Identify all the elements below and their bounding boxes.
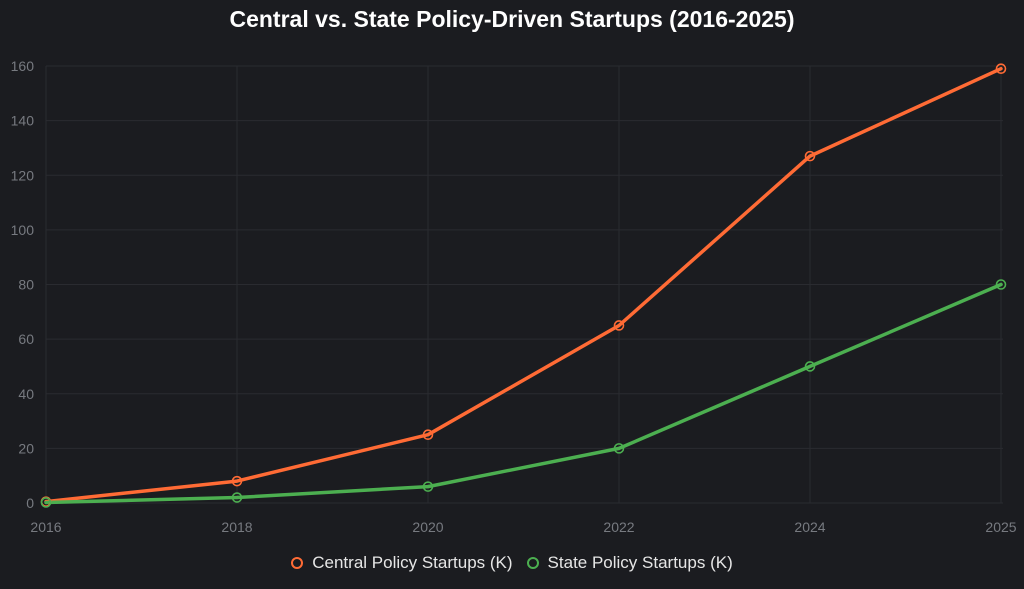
data-point[interactable] [231, 475, 243, 487]
data-point[interactable] [995, 279, 1007, 290]
x-tick-label: 2022 [603, 519, 634, 535]
y-tick-label: 20 [18, 440, 34, 456]
y-tick-label: 40 [18, 386, 34, 402]
y-tick-label: 100 [11, 222, 35, 238]
legend-swatch-state [526, 557, 539, 569]
data-point[interactable] [613, 443, 625, 454]
y-tick-label: 140 [11, 113, 35, 129]
chart-title: Central vs. State Policy-Driven Startups… [229, 6, 795, 32]
x-tick-label: 2018 [221, 519, 252, 535]
legend-label-central: Central Policy Startups (K) [312, 553, 513, 572]
data-point[interactable] [804, 361, 816, 372]
x-tick-label: 2024 [794, 519, 825, 535]
legend-swatch-central [291, 557, 304, 569]
data-point[interactable] [995, 63, 1007, 75]
x-axis-ticks: 2016 2018 2020 2022 2024 2025 [30, 519, 1016, 535]
series-points [40, 63, 1007, 508]
data-point[interactable] [40, 497, 52, 508]
y-tick-label: 0 [26, 495, 34, 511]
series-lines [44, 66, 1003, 505]
x-tick-label: 2020 [412, 519, 443, 535]
series-line-1 [44, 282, 1003, 505]
x-tick-label: 2016 [30, 519, 61, 535]
data-point[interactable] [422, 481, 434, 492]
data-point[interactable] [613, 320, 625, 331]
y-tick-label: 60 [18, 331, 34, 347]
y-tick-label: 160 [11, 58, 35, 74]
data-point[interactable] [804, 150, 816, 162]
x-tick-label: 2025 [985, 519, 1016, 535]
y-tick-label: 80 [18, 277, 34, 293]
legend: Central Policy Startups (K) State Policy… [0, 553, 1024, 573]
legend-item-state[interactable]: State Policy Startups (K) [526, 553, 733, 573]
y-axis-ticks: 0 20 40 60 80 100 120 140 160 [11, 58, 35, 511]
legend-label-state: State Policy Startups (K) [547, 553, 733, 572]
data-point[interactable] [422, 429, 434, 441]
data-point[interactable] [231, 492, 243, 503]
series-line-0 [44, 66, 1003, 504]
y-tick-label: 120 [11, 167, 35, 183]
legend-item-central[interactable]: Central Policy Startups (K) [291, 553, 513, 573]
